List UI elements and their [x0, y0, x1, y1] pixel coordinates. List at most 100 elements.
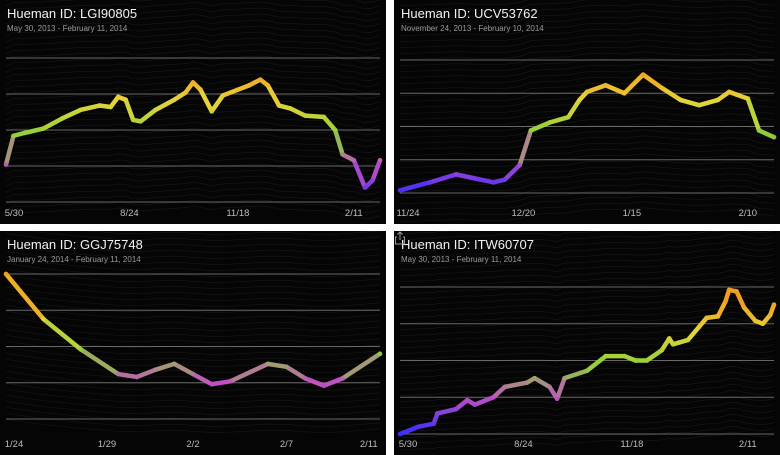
data-point: [228, 379, 233, 384]
background-texture-line: [399, 45, 775, 61]
data-point: [97, 103, 102, 108]
series-line-segment: [416, 421, 436, 429]
background-texture-line: [5, 157, 381, 172]
data-point: [351, 158, 357, 163]
data-point: [276, 103, 282, 108]
series-line-segment: [284, 364, 308, 381]
data-point: [453, 172, 459, 177]
data-point: [265, 361, 270, 367]
series-line-segment: [302, 376, 327, 388]
background-texture-line: [399, 33, 775, 49]
series-line-segment: [659, 85, 683, 103]
background-texture-line: [399, 270, 775, 289]
background-texture-line: [5, 139, 381, 154]
data-point: [566, 114, 571, 120]
data-point: [22, 130, 27, 136]
background-texture-line: [5, 406, 381, 422]
data-point: [116, 94, 121, 100]
background-texture-line: [399, 378, 775, 397]
data-point: [640, 72, 646, 77]
data-point: [685, 337, 691, 343]
data-point: [584, 89, 590, 95]
x-tick-label: 1/15: [622, 208, 642, 219]
x-tick-label: 1/24: [4, 439, 24, 450]
series-line-segment: [491, 384, 507, 400]
data-point: [760, 321, 765, 326]
data-point: [753, 318, 758, 324]
background-texture-line: [5, 358, 381, 374]
background-texture-line: [5, 31, 381, 46]
background-texture-line: [399, 189, 775, 205]
data-point: [547, 384, 552, 390]
data-point: [108, 104, 113, 110]
data-point: [123, 97, 128, 102]
background-texture-line: [399, 414, 775, 433]
series-line-segment: [603, 83, 627, 96]
data-point: [397, 188, 403, 193]
x-tick-label: 2/10: [738, 208, 758, 219]
series-line-segment: [78, 103, 102, 113]
data-point: [130, 117, 136, 123]
series-line-segment: [3, 133, 16, 167]
series-line-segment: [427, 172, 459, 185]
series-line-segment: [351, 157, 368, 190]
series-line-segment: [190, 371, 214, 387]
data-point: [554, 396, 560, 401]
background-texture-line: [5, 1, 381, 16]
background-texture-line: [5, 250, 381, 266]
background-texture-line: [5, 169, 381, 184]
x-tick-label: 2/11: [344, 208, 363, 219]
data-point: [726, 89, 732, 95]
data-point: [321, 383, 327, 388]
data-point: [678, 97, 683, 103]
background-texture-line: [5, 328, 381, 344]
series-line-segment: [745, 96, 762, 133]
background-texture-line: [5, 418, 381, 434]
background-texture-line: [5, 412, 381, 428]
background-texture-line: [399, 201, 775, 217]
background-texture-line: [399, 3, 775, 19]
data-point: [741, 305, 747, 310]
background-texture-line: [5, 394, 381, 410]
data-point: [377, 158, 383, 163]
series-line-segment: [397, 424, 421, 437]
background-texture-line: [399, 246, 775, 265]
series-line-segment: [584, 83, 608, 95]
background-texture-line: [5, 376, 381, 392]
share-icon[interactable]: [394, 231, 406, 245]
background-texture-line: [399, 21, 775, 37]
chart-title: Hueman ID: LGI90805: [7, 6, 138, 21]
series-line-segment: [584, 353, 608, 374]
background-texture-line: [5, 232, 381, 248]
data-point: [715, 314, 721, 319]
series-line-segment: [517, 128, 534, 168]
series-line-segment: [123, 97, 136, 123]
series-line-segment: [696, 97, 721, 108]
data-point: [453, 406, 459, 412]
data-point: [697, 103, 702, 108]
background-texture-line: [399, 93, 775, 109]
data-point: [183, 90, 188, 95]
background-texture-line: [5, 13, 381, 28]
data-point: [332, 127, 338, 133]
background-texture-line: [399, 354, 775, 373]
series-line-segment: [3, 271, 46, 322]
series-line-segment: [209, 379, 233, 387]
data-point: [577, 97, 582, 103]
background-texture-line: [399, 39, 775, 55]
series-line-segment: [472, 176, 496, 185]
data-point: [321, 114, 327, 120]
data-point: [340, 152, 345, 157]
series-line-segment: [472, 395, 496, 407]
data-point: [771, 302, 777, 307]
chart-subtitle: November 24, 2013 - February 10, 2014: [401, 24, 544, 33]
data-point: [633, 358, 638, 363]
series-line-segment: [566, 97, 582, 120]
series-line-segment: [22, 126, 46, 136]
background-texture-line: [399, 234, 775, 253]
data-point: [502, 177, 507, 182]
background-texture-line: [5, 25, 381, 40]
background-texture-line: [5, 109, 381, 124]
series-line-segment: [228, 361, 271, 384]
x-tick-label: 8/24: [514, 439, 533, 450]
